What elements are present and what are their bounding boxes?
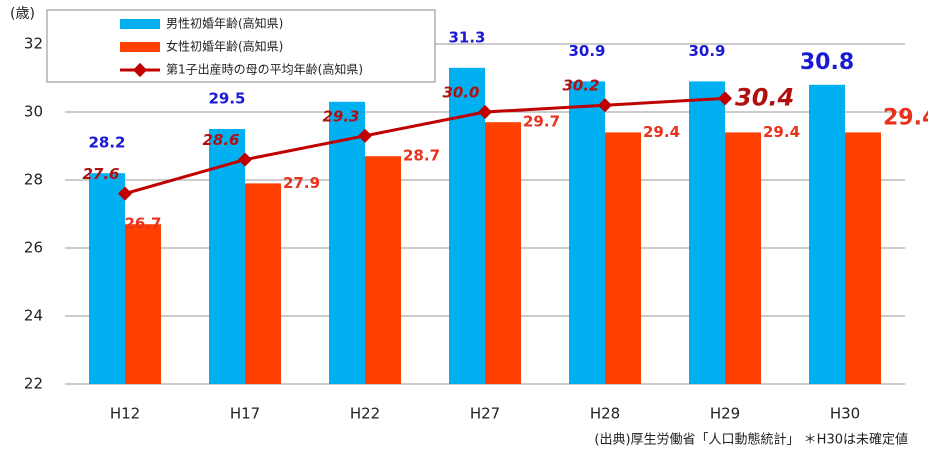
value-label: 30.8 bbox=[800, 50, 854, 75]
x-tick-label: H28 bbox=[590, 405, 620, 423]
bar bbox=[89, 173, 125, 384]
bar bbox=[485, 122, 521, 384]
value-label: 27.6 bbox=[82, 165, 119, 183]
y-tick-label: 26 bbox=[24, 239, 43, 257]
x-tick-label: H12 bbox=[110, 405, 140, 423]
legend-label: 女性初婚年齢(高知県) bbox=[166, 39, 283, 54]
bar bbox=[725, 132, 761, 384]
value-label: 29.4 bbox=[883, 105, 928, 130]
x-tick-label: H29 bbox=[710, 405, 740, 423]
bar bbox=[809, 84, 845, 385]
value-label: 30.9 bbox=[688, 42, 725, 60]
x-tick-label: H22 bbox=[350, 405, 380, 423]
marker bbox=[237, 152, 253, 167]
legend-box bbox=[46, 9, 436, 83]
x-tick-label: H27 bbox=[470, 405, 500, 423]
bar bbox=[449, 67, 485, 385]
line bbox=[124, 96, 726, 196]
value-label: 28.2 bbox=[88, 134, 125, 152]
value-label: 30.4 bbox=[735, 83, 794, 111]
source-note: (出典)厚生労働省「人口動態統計」 ＊H30は未確定値 bbox=[594, 432, 908, 448]
value-label: 29.4 bbox=[763, 123, 800, 141]
value-label: 29.4 bbox=[643, 123, 680, 141]
value-label: 28.7 bbox=[403, 147, 440, 165]
y-axis-label: (歳) bbox=[10, 6, 35, 22]
bar bbox=[245, 183, 281, 384]
x-tick-label: H30 bbox=[830, 405, 860, 423]
bar bbox=[209, 129, 245, 384]
marker bbox=[477, 104, 493, 120]
y-tick-label: 24 bbox=[24, 307, 43, 325]
value-label: 27.9 bbox=[283, 174, 320, 192]
bar bbox=[329, 101, 365, 385]
value-label: 28.6 bbox=[202, 131, 239, 149]
legend: 男性初婚年齢(高知県) 女性初婚年齢(高知県) 第1子出産時の母の平均年齢(高知県) bbox=[46, 9, 436, 83]
y-tick-label: 30 bbox=[24, 103, 43, 121]
marker bbox=[717, 91, 733, 106]
y-tick-label: 22 bbox=[24, 375, 43, 393]
bar bbox=[689, 81, 725, 385]
legend-swatch bbox=[120, 19, 160, 29]
bar bbox=[569, 81, 605, 385]
bar bbox=[845, 132, 881, 384]
legend-swatch bbox=[120, 42, 160, 52]
value-label: 31.3 bbox=[448, 28, 485, 46]
marker bbox=[357, 128, 373, 143]
value-label: 30.9 bbox=[568, 42, 605, 60]
legend-label: 男性初婚年齢(高知県) bbox=[166, 16, 283, 31]
value-label: 30.2 bbox=[562, 77, 599, 95]
value-label: 26.7 bbox=[124, 215, 161, 233]
bar bbox=[125, 224, 161, 384]
y-tick-label: 28 bbox=[24, 171, 43, 189]
value-label: 29.7 bbox=[523, 113, 560, 131]
bar bbox=[365, 156, 401, 384]
value-label: 30.0 bbox=[442, 84, 479, 102]
y-tick-label: 32 bbox=[24, 35, 43, 53]
marker bbox=[597, 98, 613, 113]
value-label: 29.5 bbox=[208, 90, 245, 108]
bar bbox=[605, 132, 641, 384]
x-tick-label: H17 bbox=[230, 405, 260, 423]
legend-label: 第1子出産時の母の平均年齢(高知県) bbox=[166, 62, 363, 77]
value-label: 29.3 bbox=[322, 107, 359, 125]
